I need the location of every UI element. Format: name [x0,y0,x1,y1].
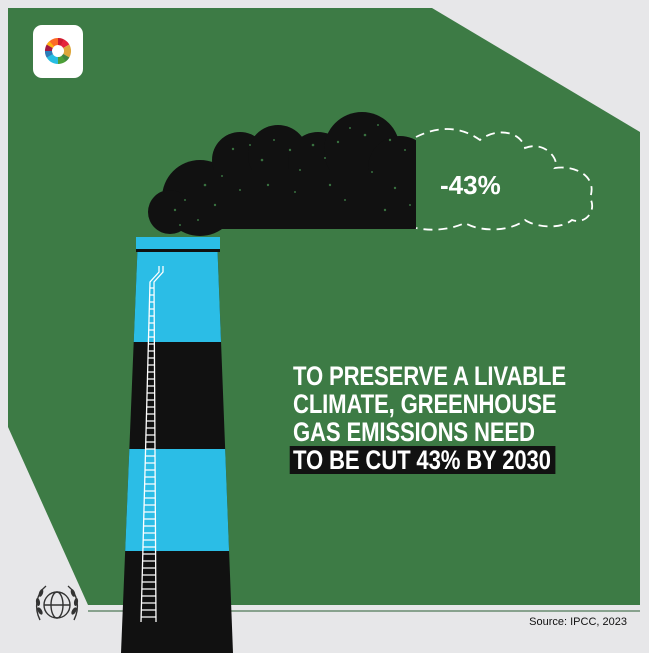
dashed-cloud-outline [415,128,594,231]
headline-line-4-highlight: TO BE CUT 43% BY 2030 [289,446,556,474]
smoke-cloud [148,112,416,236]
headline-line-3: GAS EMISSIONS NEED [293,417,535,447]
sdg-logo-icon [33,25,83,78]
source-citation: Source: IPCC, 2023 [529,616,627,628]
green-panel [8,8,640,605]
un-emblem-icon [35,585,79,621]
smoke-speckles [173,124,411,226]
reduction-percent-label: -43% [440,170,501,200]
headline-line-1: TO PRESERVE A LIVABLE [293,361,566,391]
chimney-ladder [140,266,164,623]
headline-text: TO PRESERVE A LIVABLE CLIMATE, GREENHOUS… [289,361,566,474]
headline-line-2: CLIMATE, GREENHOUSE [293,389,557,419]
